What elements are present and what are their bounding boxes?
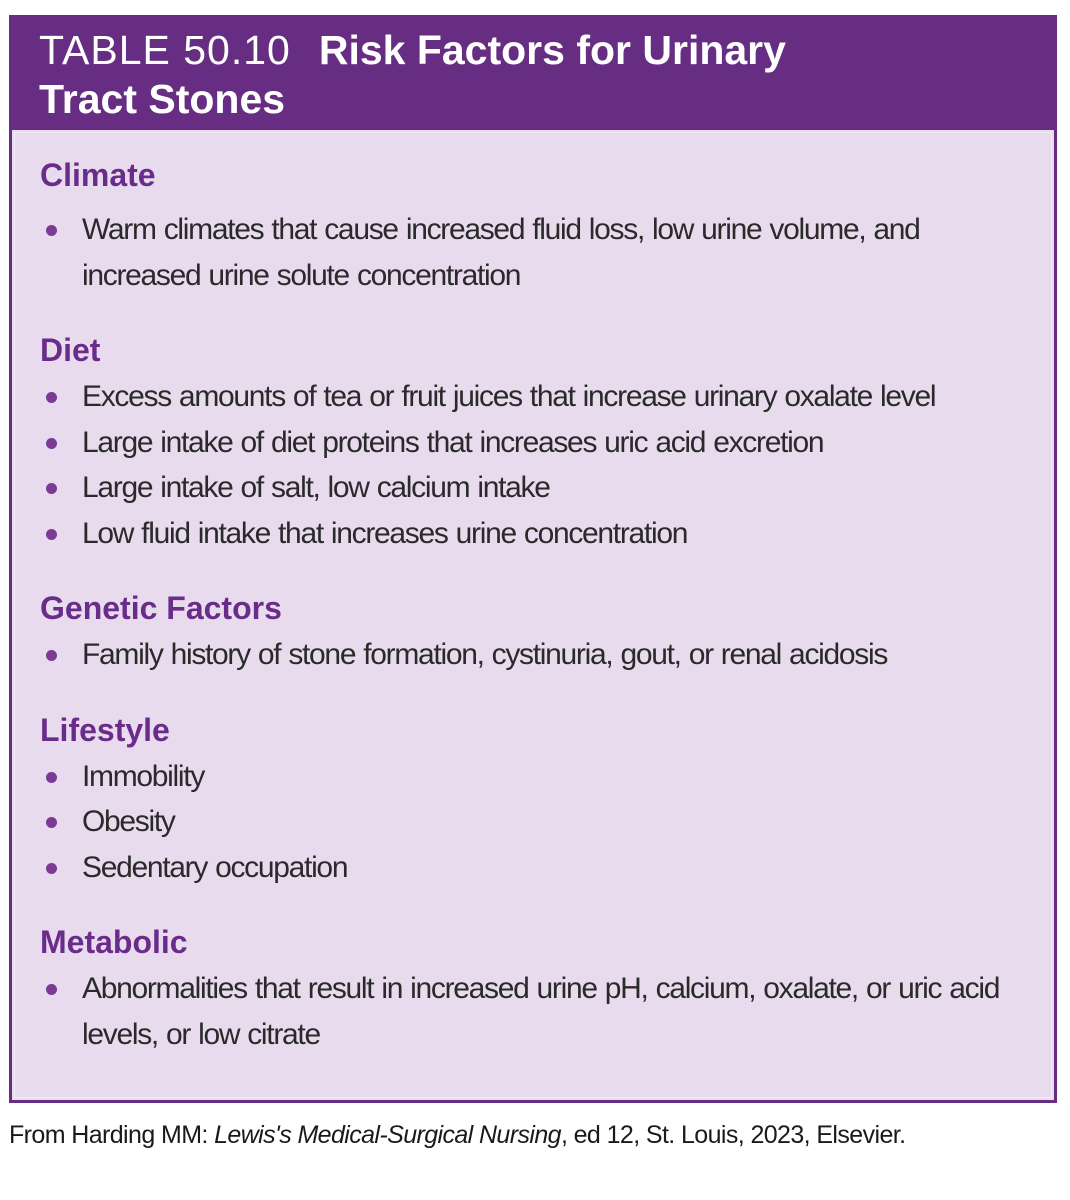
list-item: Excess amounts of tea or fruit juices th…: [40, 374, 1040, 420]
bullet-icon: [46, 650, 57, 661]
section-heading: Metabolic: [40, 924, 188, 960]
table-body: Climate Warm climates that cause increase…: [14, 132, 1052, 1098]
section-heading: Lifestyle: [40, 711, 170, 748]
bullet-icon: [46, 771, 57, 783]
list-item-text: Family history of stone formation, cysti…: [82, 638, 888, 671]
citation-book: Lewis's Medical-Surgical Nursing: [214, 1121, 561, 1149]
table-title-line2: Tract Stones: [39, 76, 286, 122]
section-heading: Climate: [40, 157, 156, 193]
table-header: TABLE 50.10 Risk Factors for Urinary Trac…: [12, 18, 1054, 130]
list-item: Large intake of salt, low calcium intake: [40, 465, 1040, 511]
list-item-text: Low fluid intake that increases urine co…: [82, 516, 688, 550]
sections: Climate Warm climates that cause increase…: [40, 153, 1040, 1087]
citation-prefix: From Harding MM:: [9, 1121, 215, 1149]
list-item: Family history of stone formation, cysti…: [40, 632, 1040, 678]
bullet-icon: [46, 483, 57, 494]
section-metabolic: Metabolic Abnormalities that result in in…: [40, 920, 1040, 1057]
table-box: TABLE 50.10 Risk Factors for Urinary Trac…: [9, 15, 1057, 1103]
bullet-icon: [46, 862, 57, 874]
section-diet: Diet Excess amounts of tea or fruit juice…: [40, 328, 1040, 556]
list-item-text: Sedentary occupation: [82, 850, 349, 884]
bullet-icon: [46, 984, 57, 995]
section-lifestyle: Lifestyle Immobility Obesity Sedentary occu…: [40, 708, 1040, 891]
list-item-text: Warm climates that cause increased fluid…: [82, 213, 921, 292]
section-genetic-factors: Genetic Factors Family history of stone f…: [40, 586, 1040, 678]
table-title: Risk Factors for Urinary: [318, 27, 786, 73]
bullet-list: Warm climates that cause increased fluid…: [40, 207, 1040, 298]
bullet-list: Excess amounts of tea or fruit juices th…: [40, 374, 1040, 556]
source-citation: From Harding MM: Lewis's Medical-Surgica…: [9, 1118, 1009, 1153]
bullet-icon: [46, 817, 57, 828]
bullet-list: Immobility Obesity Sedentary occupation: [40, 754, 1040, 891]
section-climate: Climate Warm climates that cause increase…: [40, 153, 1040, 298]
bullet-icon: [46, 225, 57, 236]
section-heading: Diet: [40, 332, 101, 368]
bullet-icon: [46, 437, 57, 449]
list-item-text: Excess amounts of tea or fruit juices th…: [82, 380, 937, 413]
list-item-text: Abnormalities that result in increased u…: [82, 972, 1000, 1051]
list-item-text: Large intake of salt, low calcium intake: [82, 471, 551, 504]
list-item-text: Immobility: [82, 759, 205, 793]
list-item: Immobility: [40, 754, 1040, 800]
bullet-icon: [46, 528, 57, 540]
bullet-icon: [46, 392, 57, 403]
section-heading: Genetic Factors: [40, 590, 282, 626]
list-item: Obesity: [40, 799, 1040, 845]
list-item: Sedentary occupation: [40, 845, 1040, 891]
table-number: TABLE 50.10: [39, 27, 291, 73]
citation-suffix: , ed 12, St. Louis, 2023, Elsevier.: [560, 1121, 906, 1149]
list-item-text: Large intake of diet proteins that incre…: [82, 425, 825, 459]
bullet-list: Family history of stone formation, cysti…: [40, 632, 1040, 678]
bullet-list: Abnormalities that result in increased u…: [40, 966, 1040, 1057]
list-item: Low fluid intake that increases urine co…: [40, 511, 1040, 557]
list-item-text: Obesity: [82, 805, 176, 838]
list-item: Abnormalities that result in increased u…: [40, 966, 1040, 1057]
list-item: Warm climates that cause increased fluid…: [40, 207, 1040, 298]
list-item: Large intake of diet proteins that incre…: [40, 420, 1040, 466]
